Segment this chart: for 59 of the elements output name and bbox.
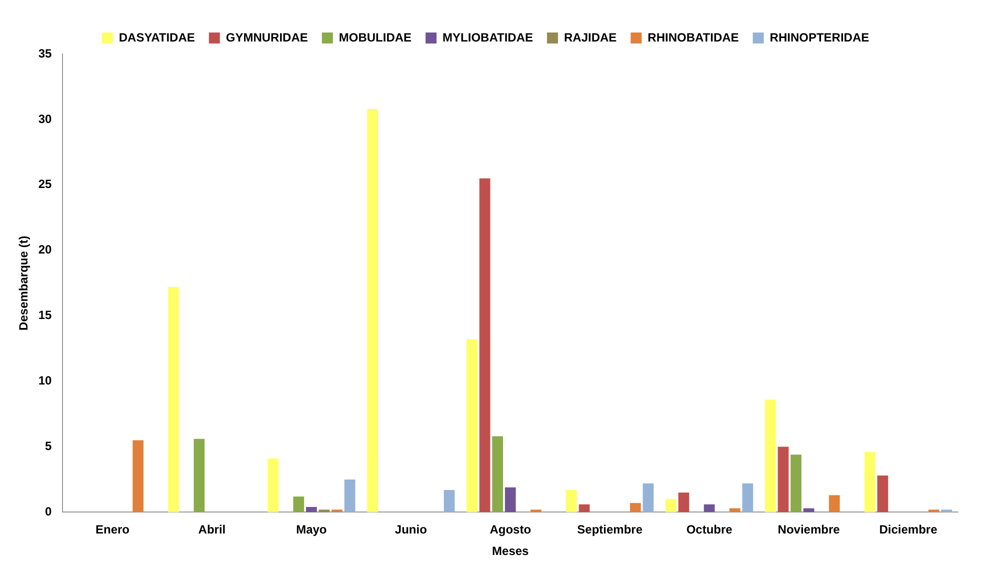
- y-tick-label: 10: [38, 374, 52, 388]
- bar: [367, 108, 378, 512]
- legend-label: RHINOBATIDAE: [648, 30, 739, 44]
- bar: [578, 504, 590, 512]
- x-tick-label: Noviembre: [778, 522, 840, 537]
- x-tick-label: Octubre: [686, 522, 733, 537]
- bar: [941, 510, 952, 512]
- bar: [666, 499, 676, 512]
- bar: [332, 510, 342, 512]
- bar: [778, 446, 789, 512]
- y-tick-label: 30: [38, 112, 52, 126]
- bar: [344, 479, 356, 512]
- y-tick-label: 15: [38, 308, 52, 322]
- bar: [678, 492, 690, 512]
- x-axis-title: Meses: [492, 544, 530, 558]
- bar: [444, 490, 455, 512]
- x-tick-label: Mayo: [296, 522, 327, 537]
- x-tick-label: Enero: [95, 522, 130, 537]
- y-tick-label: 25: [38, 177, 52, 192]
- bar: [479, 178, 490, 512]
- legend-label: RHINOPTERIDAE: [770, 30, 870, 44]
- bar: [168, 287, 180, 512]
- bar: [504, 487, 516, 512]
- bar: [293, 496, 304, 512]
- bar: [466, 339, 478, 512]
- bar: [704, 504, 715, 512]
- legend-label: MYLIOBATIDAE: [442, 30, 534, 44]
- y-tick-label: 20: [38, 242, 52, 257]
- bar: [530, 510, 542, 512]
- y-tick-label: 5: [45, 439, 52, 454]
- x-tick-label: Junio: [394, 522, 427, 537]
- legend-label: GYMNURIDAE: [226, 30, 308, 44]
- legend-label: MOBULIDAE: [338, 30, 412, 44]
- y-tick-label: 0: [45, 504, 52, 519]
- bar: [318, 510, 330, 512]
- bar: [864, 452, 876, 512]
- x-tick-label: Diciembre: [879, 522, 938, 537]
- bar: [642, 483, 654, 512]
- bar: [790, 454, 802, 512]
- bar: [306, 506, 317, 512]
- x-tick-label: Septiembre: [577, 522, 643, 537]
- y-axis-title: Desembarque (t): [16, 236, 31, 330]
- legend-label: DASYATIDAE: [118, 30, 195, 44]
- bar: [729, 508, 740, 512]
- bar: [566, 490, 577, 512]
- bar: [630, 503, 641, 512]
- bar: [764, 400, 776, 512]
- bar: [928, 510, 940, 512]
- bar: [194, 438, 205, 512]
- x-tick-label: Agosto: [490, 522, 532, 537]
- x-tick-label: Abril: [198, 522, 226, 537]
- legend-label: RAJIDAE: [564, 30, 617, 44]
- bar: [742, 483, 754, 512]
- bar: [877, 476, 888, 512]
- bar: [132, 440, 144, 512]
- y-tick-label: 35: [38, 46, 52, 60]
- bar: [828, 495, 840, 512]
- bar: [492, 436, 504, 512]
- bar: [268, 458, 278, 512]
